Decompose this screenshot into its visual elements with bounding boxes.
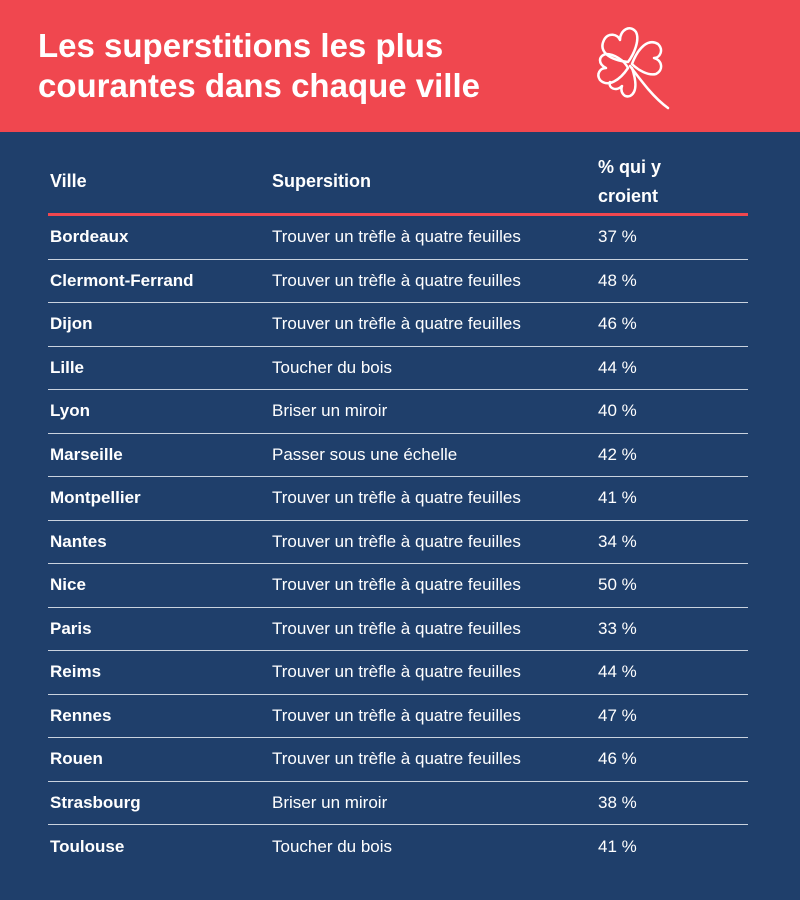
cell: Dijon (50, 314, 93, 334)
table-row: Montpellier Trouver un trèfle à quatre fe… (48, 477, 748, 521)
cell: 50 % (598, 575, 637, 595)
table-row: Toulouse Toucher du bois 41 % (48, 825, 748, 869)
cell: Nantes (50, 531, 107, 551)
header: Les superstitions les plus courantes dan… (0, 0, 800, 132)
cell: 37 % (598, 227, 637, 247)
cell: Trouver un trèfle à quatre feuilles (272, 749, 521, 769)
title: Les superstitions les plus courantes dan… (38, 27, 480, 104)
cell: Lyon (50, 401, 90, 421)
cell: 48 % (598, 270, 637, 290)
cell: 41 % (598, 836, 637, 856)
cell: Montpellier (50, 488, 141, 508)
cell: Paris (50, 618, 92, 638)
table-row: Strasbourg Briser un miroir 38 % (48, 782, 748, 825)
cell: Passer sous une échelle (272, 444, 458, 464)
cell: 38 % (598, 792, 637, 812)
table: Ville Supersition % qui y croient Bordeaux T… (48, 150, 748, 869)
cell: Trouver un trèfle à quatre feuilles (272, 227, 521, 247)
cell: Trouver un trèfle à quatre feuilles (272, 488, 521, 508)
cell: 34 % (598, 531, 637, 551)
cell: Trouver un trèfle à quatre feuilles (272, 705, 521, 725)
cell: 46 % (598, 749, 637, 769)
cell: Briser un miroir (272, 792, 388, 812)
cell: Trouver un trèfle à quatre feuilles (272, 531, 521, 551)
cell: Toucher du bois (272, 836, 393, 856)
cell: Trouver un trèfle à quatre feuilles (272, 270, 521, 290)
cell: 42 % (598, 444, 637, 464)
cell: 33 % (598, 618, 637, 638)
cell: Reims (50, 662, 102, 682)
cell: Toucher du bois (272, 357, 393, 377)
cell: Lille (50, 357, 85, 377)
table-row: Rouen Trouver un trèfle à quatre feuilles… (48, 738, 748, 782)
cell: 47 % (598, 705, 637, 725)
cell: 44 % (598, 357, 637, 377)
table-row: Marseille Passer sous une échelle 42 % (48, 434, 748, 477)
table-row: Bordeaux Trouver un trèfle à quatre feuil… (48, 216, 748, 260)
cell: Trouver un trèfle à quatre feuilles (272, 618, 521, 638)
cell: Bordeaux (50, 227, 129, 247)
cell: 40 % (598, 401, 637, 421)
cell: Marseille (50, 444, 123, 464)
header-row: Ville Supersition % qui y croient (48, 150, 748, 216)
column-header: % qui y croient (598, 156, 662, 206)
cell: Toulouse (50, 836, 125, 856)
cell: Rouen (50, 749, 103, 769)
column-header: Supersition (272, 171, 372, 191)
table-row: Lille Toucher du bois 44 % (48, 347, 748, 390)
cell: Trouver un trèfle à quatre feuilles (272, 575, 521, 595)
cell: 44 % (598, 662, 637, 682)
cell: 46 % (598, 314, 637, 334)
cell: Trouver un trèfle à quatre feuilles (272, 662, 521, 682)
cell: Briser un miroir (272, 401, 388, 421)
table-row: Dijon Trouver un trèfle à quatre feuilles… (48, 303, 748, 347)
column-header: Ville (50, 171, 87, 191)
cell: Nice (50, 575, 86, 595)
cell: Trouver un trèfle à quatre feuilles (272, 314, 521, 334)
cell: Rennes (50, 705, 112, 725)
cell: Strasbourg (50, 792, 141, 812)
table-row: Nice Trouver un trèfle à quatre feuilles 5… (48, 564, 748, 608)
table-row: Reims Trouver un trèfle à quatre feuilles… (48, 651, 748, 695)
clover-icon (597, 27, 670, 110)
table-row: Clermont-Ferrand Trouver un trèfle à quat… (48, 260, 748, 303)
table-row: Paris Trouver un trèfle à quatre feuilles… (48, 608, 748, 651)
table-row: Lyon Briser un miroir 40 % (48, 390, 748, 434)
table-row: Rennes Trouver un trèfle à quatre feuille… (48, 695, 748, 738)
cell: Clermont-Ferrand (50, 270, 194, 290)
table-row: Nantes Trouver un trèfle à quatre feuille… (48, 521, 748, 564)
cell: 41 % (598, 488, 637, 508)
